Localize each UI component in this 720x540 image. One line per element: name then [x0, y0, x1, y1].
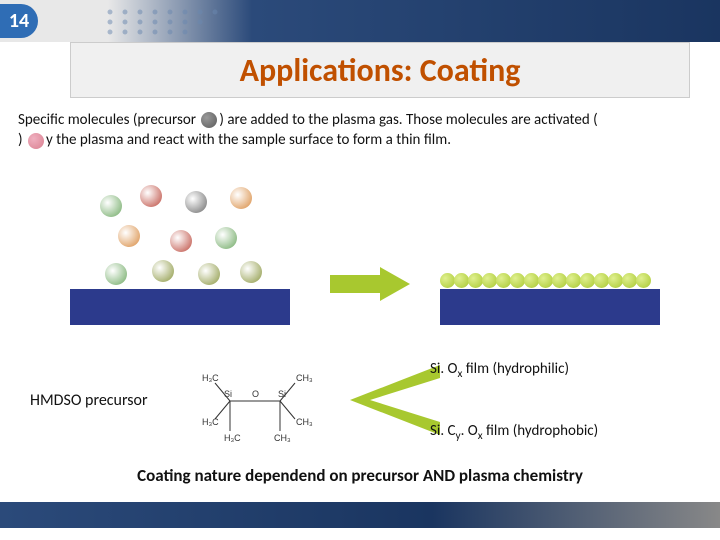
molecule-icon [215, 227, 237, 249]
svg-text:H₃C: H₃C [202, 373, 219, 383]
molecule-icon [152, 260, 174, 282]
svg-text:CH₃: CH₃ [296, 373, 313, 383]
svg-text:H₃C: H₃C [224, 433, 241, 443]
molecule-icon [198, 263, 220, 285]
footer-bar [0, 502, 720, 528]
svg-text:Si: Si [278, 389, 286, 399]
molecule-icon [230, 187, 252, 209]
precursor-label: HMDSO precursor [30, 391, 180, 410]
film-row [440, 273, 660, 289]
body-text-2: ) are added to the plasma gas. Those mol… [219, 111, 597, 129]
svg-text:H₃C: H₃C [202, 417, 219, 427]
film-bottom-label: Si. Cy. Ox film (hydrophobic) [430, 422, 598, 443]
film-ball-icon [636, 273, 651, 288]
film-ball-icon [440, 273, 455, 288]
film-ball-icon [524, 273, 539, 288]
body-text-1: Specific molecules (precursor [18, 111, 199, 129]
body-text-3: y the plasma and react with the sample s… [46, 131, 451, 149]
svg-text:O: O [252, 389, 259, 399]
substrate-left [70, 289, 290, 325]
film-ball-icon [608, 273, 623, 288]
precursor-dot-icon [201, 112, 217, 128]
film-ball-icon [566, 273, 581, 288]
body-text: Specific molecules (precursor ) are adde… [18, 110, 708, 151]
svg-text:CH₃: CH₃ [274, 433, 291, 443]
header-bar [0, 0, 720, 42]
precursor-row: HMDSO precursor H₃C H₃C H₃C Si O Si CH₃ CH₃ CH… [30, 345, 690, 455]
film-ball-icon [496, 273, 511, 288]
molecule-icon [100, 195, 122, 217]
chemical-structure-icon: H₃C H₃C H₃C Si O Si CH₃ CH₃ CH₃ [180, 353, 330, 448]
film-ball-icon [454, 273, 469, 288]
bottom-text: Coating nature dependend on precursor AN… [0, 465, 720, 486]
molecule-icon [185, 191, 207, 213]
molecule-icon [140, 185, 162, 207]
film-ball-icon [594, 273, 609, 288]
title-box: Applications: Coating [70, 42, 690, 98]
film-ball-icon [468, 273, 483, 288]
body-text-3a: ) [18, 131, 26, 149]
activated-dot-icon [28, 133, 44, 149]
molecule-icon [118, 225, 140, 247]
film-ball-icon [538, 273, 553, 288]
before-diagram [60, 185, 310, 325]
film-top-label: Si. Ox film (hydrophilic) [430, 360, 569, 381]
film-ball-icon [580, 273, 595, 288]
page-title: Applications: Coating [240, 51, 521, 90]
film-ball-icon [622, 273, 637, 288]
molecule-icon [240, 261, 262, 283]
molecule-icon [170, 230, 192, 252]
svg-text:CH₃: CH₃ [296, 417, 313, 427]
slide-number: 14 [0, 4, 38, 38]
film-ball-icon [510, 273, 525, 288]
substrate-right [440, 289, 660, 325]
film-ball-icon [482, 273, 497, 288]
dot-pattern [100, 4, 300, 38]
svg-text:Si: Si [224, 389, 232, 399]
after-diagram [430, 185, 680, 325]
molecule-icon [105, 263, 127, 285]
diagram-area [60, 175, 680, 325]
branch-diagram: Si. Ox film (hydrophilic) Si. Cy. Ox fil… [330, 350, 690, 450]
film-ball-icon [552, 273, 567, 288]
arrow-icon [330, 267, 410, 301]
